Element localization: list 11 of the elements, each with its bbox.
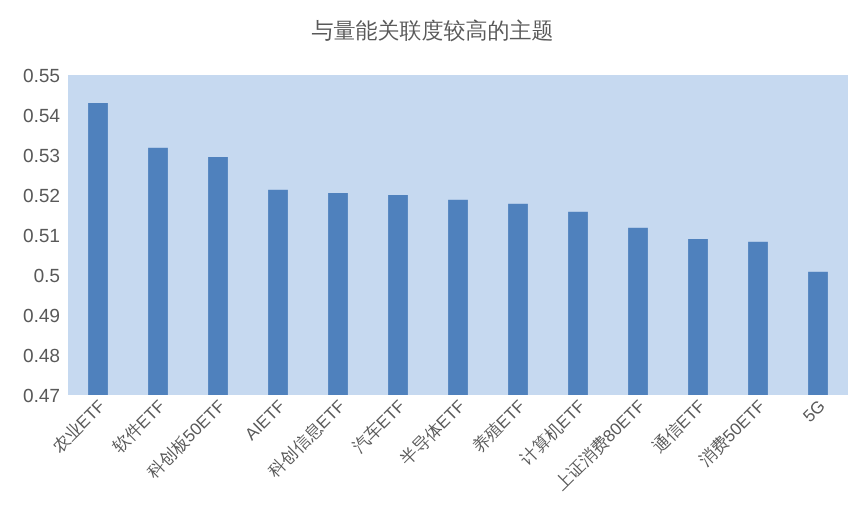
chart-title: 与量能关联度较高的主题 <box>312 18 554 43</box>
y-tick-label: 0.47 <box>23 386 60 407</box>
y-tick-label: 0.48 <box>23 346 60 367</box>
y-tick-label: 0.52 <box>23 186 60 207</box>
y-tick-label: 0.49 <box>23 306 60 327</box>
y-tick-label: 0.55 <box>23 66 60 87</box>
x-tick-label: 5G <box>799 396 829 426</box>
y-tick-label: 0.53 <box>23 146 60 167</box>
y-tick-label: 0.54 <box>23 106 60 127</box>
y-tick-label: 0.51 <box>23 226 60 247</box>
y-tick-label: 0.5 <box>34 266 60 287</box>
